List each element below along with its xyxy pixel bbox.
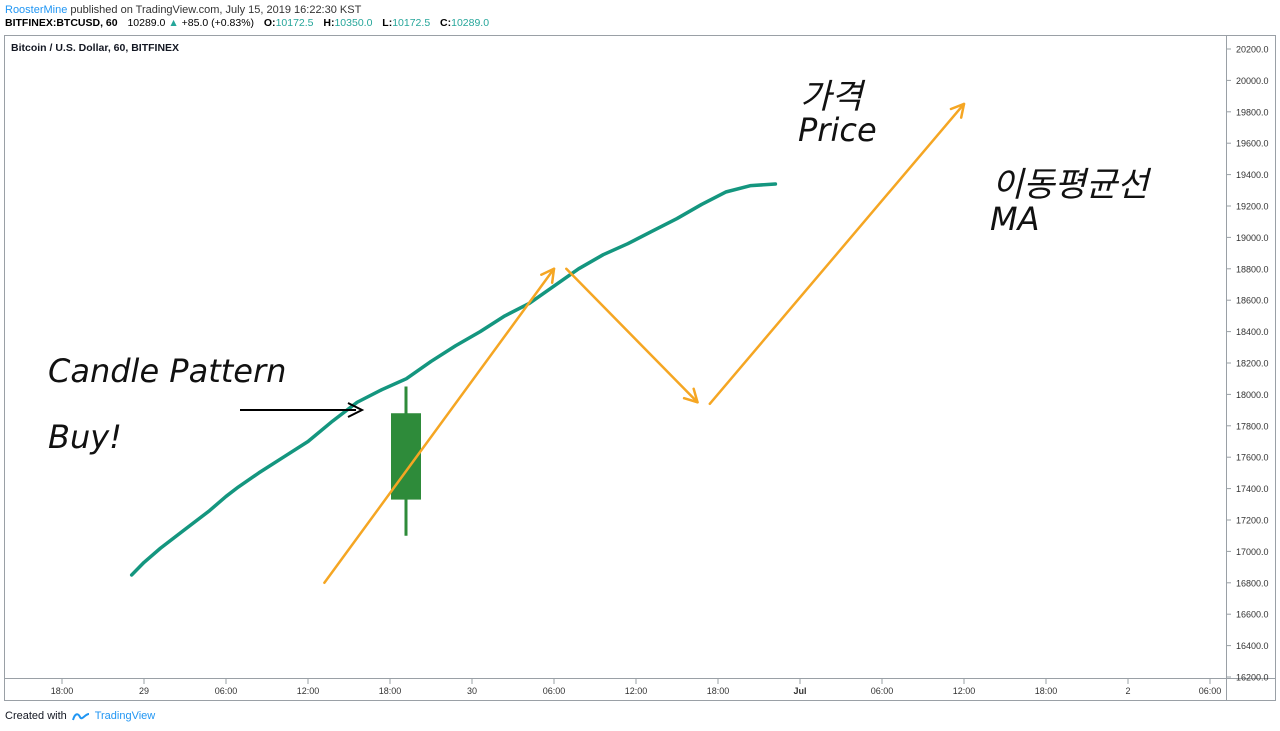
y-tick-label: 18000.0 xyxy=(1236,390,1269,400)
x-tick-label: 12:00 xyxy=(625,686,648,696)
footer: Created with TradingView xyxy=(5,710,155,722)
price-arrow-head xyxy=(682,387,699,404)
up-triangle-icon: ▲ xyxy=(168,17,179,29)
open-label: O: xyxy=(263,17,276,29)
symbol-label: BITFINEX:BTCUSD, 60 xyxy=(5,17,118,29)
ohlc-bar: BITFINEX:BTCUSD, 60 10289.0 ▲ +85.0 (+0.… xyxy=(5,17,489,29)
x-tick-label: 2 xyxy=(1125,686,1130,696)
time-axis[interactable]: 18:00 29 06:00 12:00 18:00 30 06:00 12:00 18:00 J… xyxy=(51,679,1222,696)
y-tick-label: 17200.0 xyxy=(1236,516,1269,526)
x-tick-label: 12:00 xyxy=(297,686,320,696)
chart-border xyxy=(4,35,1276,701)
y-tick-label: 18400.0 xyxy=(1236,327,1269,337)
y-tick-label: 17600.0 xyxy=(1236,453,1269,463)
publish-info: RoosterMine published on TradingView.com… xyxy=(5,4,361,16)
close-label: C: xyxy=(440,17,452,29)
y-tick-label: 17400.0 xyxy=(1236,484,1269,494)
chart-title: Bitcoin / U.S. Dollar, 60, BITFINEX xyxy=(11,42,179,54)
ma-line xyxy=(129,182,778,577)
y-tick-label: 19600.0 xyxy=(1236,139,1269,149)
published-text: published on TradingView.com, July 15, 2… xyxy=(70,4,362,16)
price-arrow-head xyxy=(949,102,966,119)
x-tick-label: 06:00 xyxy=(215,686,238,696)
candle-layer xyxy=(391,386,421,536)
price-arrow-shaft xyxy=(565,267,699,404)
x-tick-label: 06:00 xyxy=(871,686,894,696)
close-value: 10289.0 xyxy=(451,17,490,29)
x-tick-label: 30 xyxy=(467,686,477,696)
tradingview-logo-icon xyxy=(71,713,90,721)
low-label: L: xyxy=(382,17,393,29)
x-tick-label: 29 xyxy=(139,686,149,696)
pointer-arrow xyxy=(240,402,365,418)
y-tick-label: 19000.0 xyxy=(1236,233,1269,243)
price-arrow-shaft xyxy=(708,102,966,406)
y-tick-label: 19800.0 xyxy=(1236,107,1269,117)
y-tick-label: 16400.0 xyxy=(1236,641,1269,651)
candle-pattern-label: Candle Pattern xyxy=(48,352,286,390)
high-label: H: xyxy=(323,17,335,29)
y-tick-label: 18200.0 xyxy=(1236,359,1269,369)
price-label-ko: 가격 xyxy=(800,77,866,117)
price-axis[interactable]: 16200.0 16400.0 16600.0 16800.0 17000.0 17200… xyxy=(1226,45,1269,683)
y-tick-label: 18800.0 xyxy=(1236,264,1269,274)
x-tick-label: 18:00 xyxy=(1035,686,1058,696)
ma-label-ko: 이동평균선 xyxy=(992,165,1152,205)
buy-label: Buy! xyxy=(48,418,122,456)
y-tick-label: 19400.0 xyxy=(1236,170,1269,180)
x-tick-label: 06:00 xyxy=(1199,686,1222,696)
price-arrow-head xyxy=(540,267,556,284)
y-tick-label: 17800.0 xyxy=(1236,421,1269,431)
price-arrow xyxy=(565,267,699,404)
price-arrow xyxy=(708,102,966,406)
price-change: +85.0 (+0.83%) xyxy=(181,17,255,29)
y-tick-label: 20200.0 xyxy=(1236,45,1269,55)
price-arrow-layer xyxy=(323,102,966,585)
y-tick-label: 16800.0 xyxy=(1236,578,1269,588)
x-tick-label: 06:00 xyxy=(543,686,566,696)
publisher-link[interactable]: RoosterMine xyxy=(5,4,68,16)
open-value: 10172.5 xyxy=(275,17,314,29)
x-tick-label: 18:00 xyxy=(51,686,74,696)
y-tick-label: 16600.0 xyxy=(1236,610,1269,620)
y-tick-label: 20000.0 xyxy=(1236,76,1269,86)
y-tick-label: 16200.0 xyxy=(1236,673,1269,683)
y-tick-label: 19200.0 xyxy=(1236,202,1269,212)
ma-layer xyxy=(129,182,778,577)
chart-header: RoosterMine published on TradingView.com… xyxy=(0,0,1280,36)
y-tick-label: 17000.0 xyxy=(1236,547,1269,557)
tradingview-brand-link[interactable]: TradingView xyxy=(94,710,156,722)
ma-label-en: MA xyxy=(990,200,1040,238)
y-tick-label: 18600.0 xyxy=(1236,296,1269,306)
price-label-en: Price xyxy=(798,111,877,149)
x-tick-label: Jul xyxy=(793,686,806,696)
low-value: 10172.5 xyxy=(392,17,431,29)
created-with-label: Created with xyxy=(5,710,67,722)
x-tick-label: 18:00 xyxy=(707,686,730,696)
x-tick-label: 18:00 xyxy=(379,686,402,696)
price-arrow-shaft xyxy=(323,267,556,585)
high-value: 10350.0 xyxy=(334,17,373,29)
last-price: 10289.0 xyxy=(127,17,166,29)
x-tick-label: 12:00 xyxy=(953,686,976,696)
price-arrow xyxy=(323,267,556,585)
